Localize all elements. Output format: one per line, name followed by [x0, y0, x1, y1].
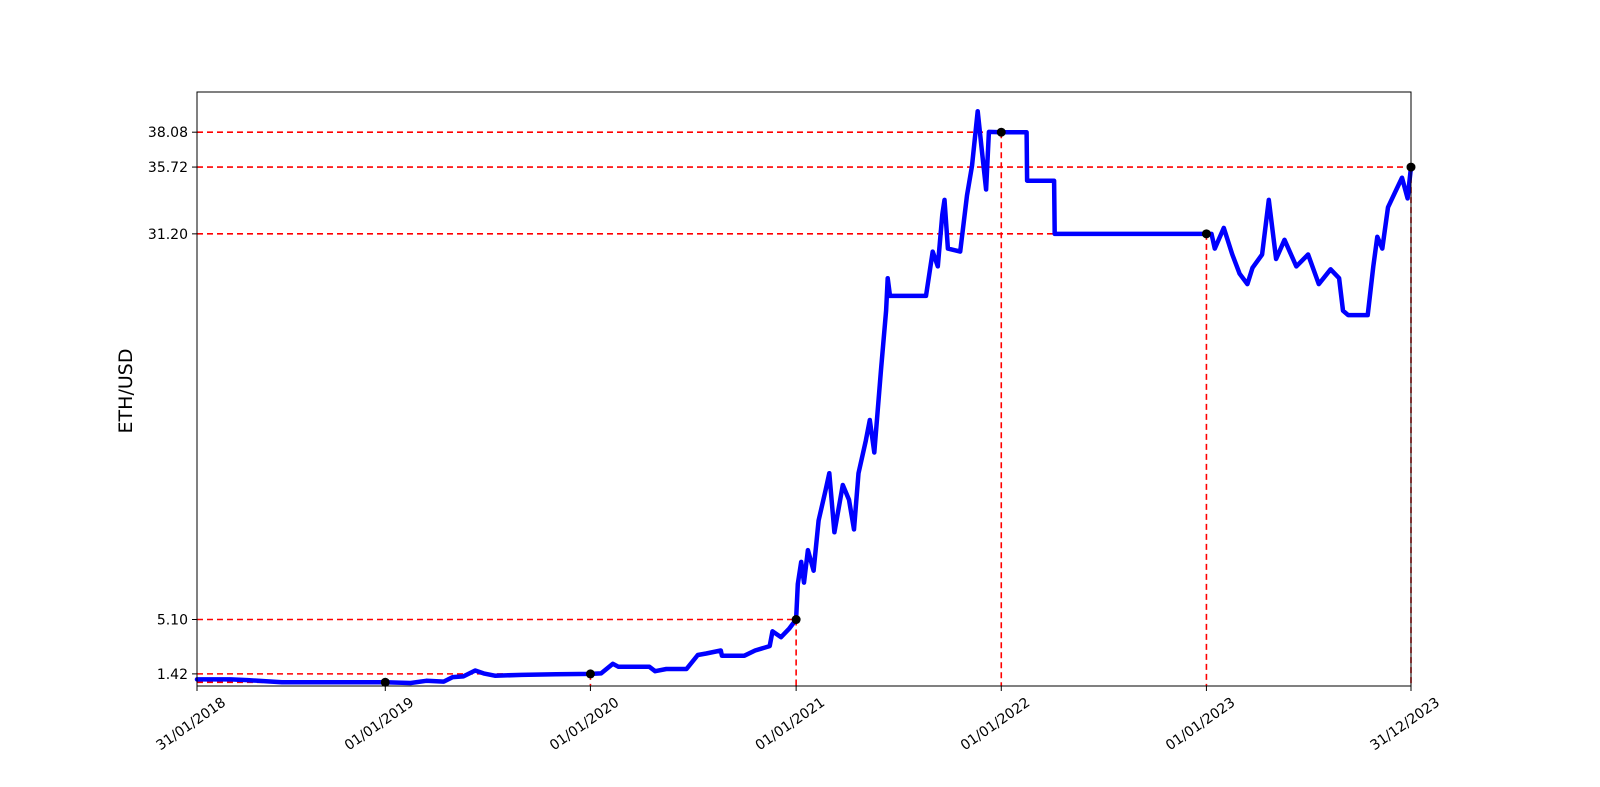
- reference-point-4: [1201, 229, 1211, 239]
- reference-point-2: [791, 615, 801, 625]
- x-tick-label-3: 01/01/2021: [753, 695, 828, 754]
- series-line-0: [194, 108, 1414, 686]
- x-tick-label-5: 01/01/2023: [1163, 695, 1238, 754]
- y-axis: 1.42 5.10 31.20 35.72 38.08: [148, 125, 197, 683]
- y-tick-label-3: 35.72: [148, 160, 188, 176]
- reference-point-3: [996, 127, 1006, 137]
- reference-point-0: [380, 677, 390, 687]
- x-tick-label-1: 01/01/2019: [342, 695, 417, 754]
- x-tick-label-2: 01/01/2020: [547, 695, 622, 754]
- x-tick-label-0: 31/01/2018: [154, 695, 229, 754]
- x-tick-label-6: 31/12/2023: [1368, 695, 1443, 754]
- series-layer: [194, 108, 1414, 686]
- y-axis-label: ETH/USD: [115, 349, 137, 434]
- y-tick-label-1: 5.10: [157, 613, 188, 629]
- reference-point-1: [585, 669, 595, 679]
- reference-lines: [197, 131, 1412, 686]
- x-tick-label-4: 01/01/2022: [958, 695, 1033, 754]
- y-tick-label-0: 1.42: [157, 667, 188, 683]
- reference-markers: [380, 127, 1416, 687]
- x-axis: 31/01/2018 01/01/2019 01/01/2020 01/01/2021…: [154, 686, 1443, 754]
- plot-frame: [196, 91, 1412, 687]
- y-tick-label-2: 31.20: [148, 227, 188, 243]
- y-tick-label-4: 38.08: [148, 125, 188, 141]
